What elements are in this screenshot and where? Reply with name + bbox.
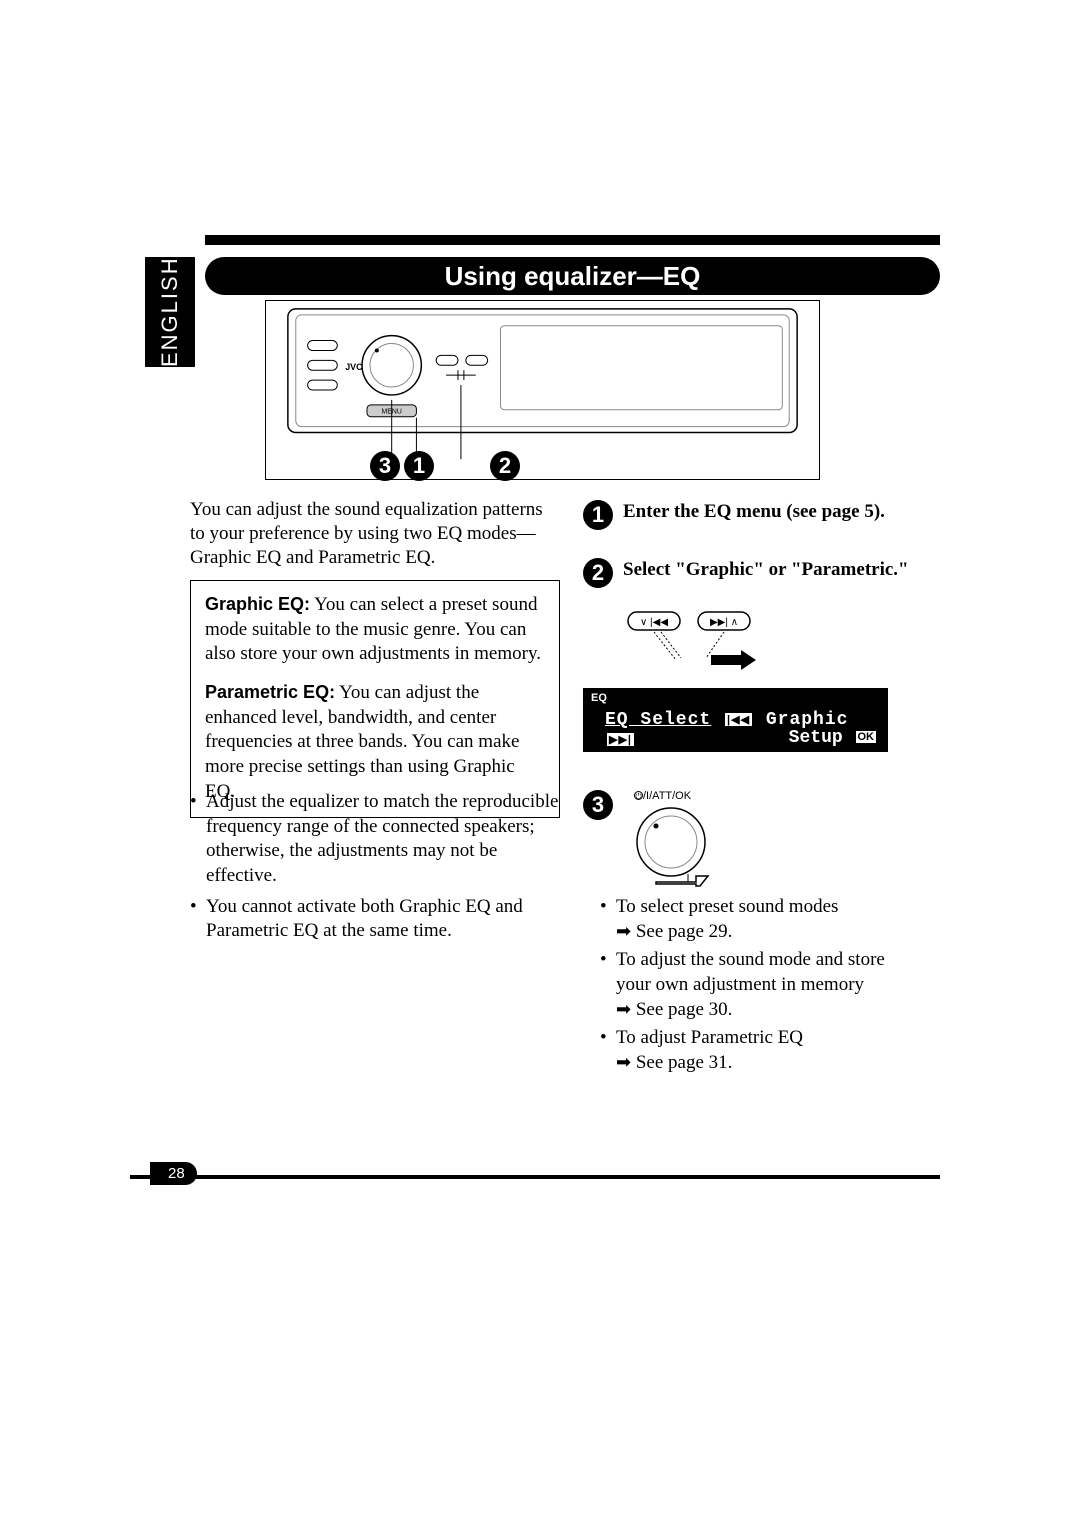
notes-list: Adjust the equalizer to match the reprod… — [190, 790, 560, 950]
footer-bar — [130, 1175, 940, 1179]
eq-screen: EQ EQ Select |◀◀ Graphic ▶▶| Setup OK — [583, 688, 888, 752]
step-1-text: Enter the EQ menu (see page 5). — [623, 500, 885, 524]
note-item: Adjust the equalizer to match the reprod… — [190, 790, 560, 889]
step-1: 1 Enter the EQ menu (see page 5). — [583, 500, 923, 530]
step-number: 3 — [583, 790, 613, 820]
knob-illustration: ⏻/I/ATT/OK — [626, 790, 736, 900]
arrow-icon: ➡ — [616, 1052, 631, 1072]
eq-setup-text: Setup — [789, 728, 843, 748]
prev-icon: |◀◀ — [725, 713, 752, 726]
ok-icon: OK — [856, 731, 877, 743]
knob-label-text: /I/ATT/OK — [643, 790, 691, 802]
device-illustration: JVC MENU — [265, 300, 820, 480]
nav-buttons-illustration: ∨ |◀◀ ▶▶| ∧ — [626, 610, 766, 680]
intro-text: You can adjust the sound equalization pa… — [190, 498, 560, 569]
svg-text:▶▶| ∧: ▶▶| ∧ — [710, 617, 738, 628]
section-title: Using equalizer—EQ — [205, 257, 940, 295]
callout-3: 3 — [370, 451, 400, 481]
results-list: To select preset sound modes ➡ See page … — [600, 895, 920, 1080]
parametric-eq-label: Parametric EQ: — [205, 682, 335, 702]
result-item: To select preset sound modes ➡ See page … — [600, 895, 920, 944]
step-2: 2 Select "Graphic" or "Parametric." — [583, 558, 923, 588]
result-item: To adjust the sound mode and store your … — [600, 948, 920, 1022]
language-tab: ENGLISH — [145, 257, 195, 367]
arrow-icon: ➡ — [616, 921, 631, 941]
callout-2: 2 — [490, 451, 520, 481]
step-2-text: Select "Graphic" or "Parametric." — [623, 558, 909, 582]
eq-graphic-text: Graphic — [766, 710, 849, 730]
arrow-icon: ➡ — [616, 999, 631, 1019]
note-item: You cannot activate both Graphic EQ and … — [190, 895, 560, 944]
graphic-eq-label: Graphic EQ: — [205, 594, 310, 614]
next-icon: ▶▶| — [607, 733, 634, 746]
eq-description-box: Graphic EQ: You can select a preset soun… — [190, 580, 560, 818]
brand-label: JVC — [345, 362, 363, 372]
callout-1: 1 — [404, 451, 434, 481]
step-number: 2 — [583, 558, 613, 588]
step-number: 1 — [583, 500, 613, 530]
page-number: 28 — [150, 1162, 197, 1185]
top-bar — [205, 235, 940, 245]
eq-screen-label: EQ — [591, 692, 607, 704]
svg-text:∨ |◀◀: ∨ |◀◀ — [640, 617, 668, 628]
eq-select-text: EQ Select — [605, 710, 711, 730]
result-item: To adjust Parametric EQ ➡ See page 31. — [600, 1026, 920, 1075]
